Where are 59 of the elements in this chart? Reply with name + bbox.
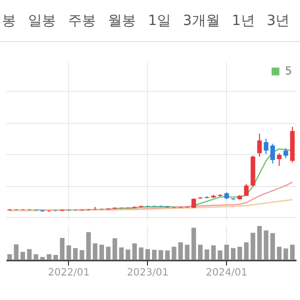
candlestick: [244, 183, 249, 197]
bar: [14, 244, 18, 260]
bar: [244, 242, 249, 260]
bar: [178, 242, 183, 260]
bar: [73, 248, 78, 260]
bar: [198, 244, 203, 260]
bar: [40, 256, 45, 260]
bar: [276, 246, 282, 260]
bar: [230, 248, 236, 260]
text: 일봉: [28, 12, 56, 30]
bar: [46, 254, 52, 260]
bar: [224, 244, 229, 260]
text: 봉: [2, 12, 16, 30]
bar: [145, 249, 150, 260]
bar: [204, 249, 210, 260]
text: 월봉: [108, 12, 136, 30]
x-tick-label: 2024/01: [206, 268, 248, 278]
bar: [92, 243, 98, 260]
candlestick: [257, 133, 262, 158]
text: 1일: [148, 12, 171, 30]
bar: [53, 254, 58, 260]
x-tick-label: 2023/01: [126, 268, 168, 278]
bar: [165, 250, 170, 260]
bar: [250, 232, 256, 260]
bar: [60, 238, 65, 260]
bar: [106, 246, 111, 260]
candlestick: [191, 198, 196, 209]
bar: [34, 254, 38, 260]
candlestick: [264, 138, 268, 155]
text: 주봉: [68, 12, 96, 30]
bar: [237, 246, 242, 260]
bar: [257, 226, 262, 260]
bar: [132, 243, 137, 260]
text: 3개월: [182, 12, 220, 30]
candlestick: [270, 143, 275, 164]
text: 1년: [232, 12, 255, 30]
bar: [290, 244, 295, 260]
bar: [7, 254, 12, 260]
bar: [20, 252, 26, 260]
bar: [27, 249, 32, 260]
bar: [138, 247, 144, 260]
candlestick: [276, 152, 282, 166]
bar: [99, 244, 104, 260]
bar: [66, 245, 72, 260]
bar: [191, 228, 196, 260]
bar: [152, 250, 157, 260]
bar: [119, 247, 124, 260]
bar: [270, 233, 275, 260]
x-tick-label: 2022/01: [48, 268, 90, 278]
bar: [264, 230, 268, 260]
bar: [284, 248, 288, 260]
candlestick: [284, 148, 288, 159]
text: 3년: [266, 12, 290, 30]
bar: [172, 246, 176, 260]
bar: [126, 249, 130, 260]
bar: [112, 238, 118, 260]
legend-label: 5: [285, 64, 292, 78]
bar: [158, 250, 164, 260]
bar: [184, 244, 190, 260]
